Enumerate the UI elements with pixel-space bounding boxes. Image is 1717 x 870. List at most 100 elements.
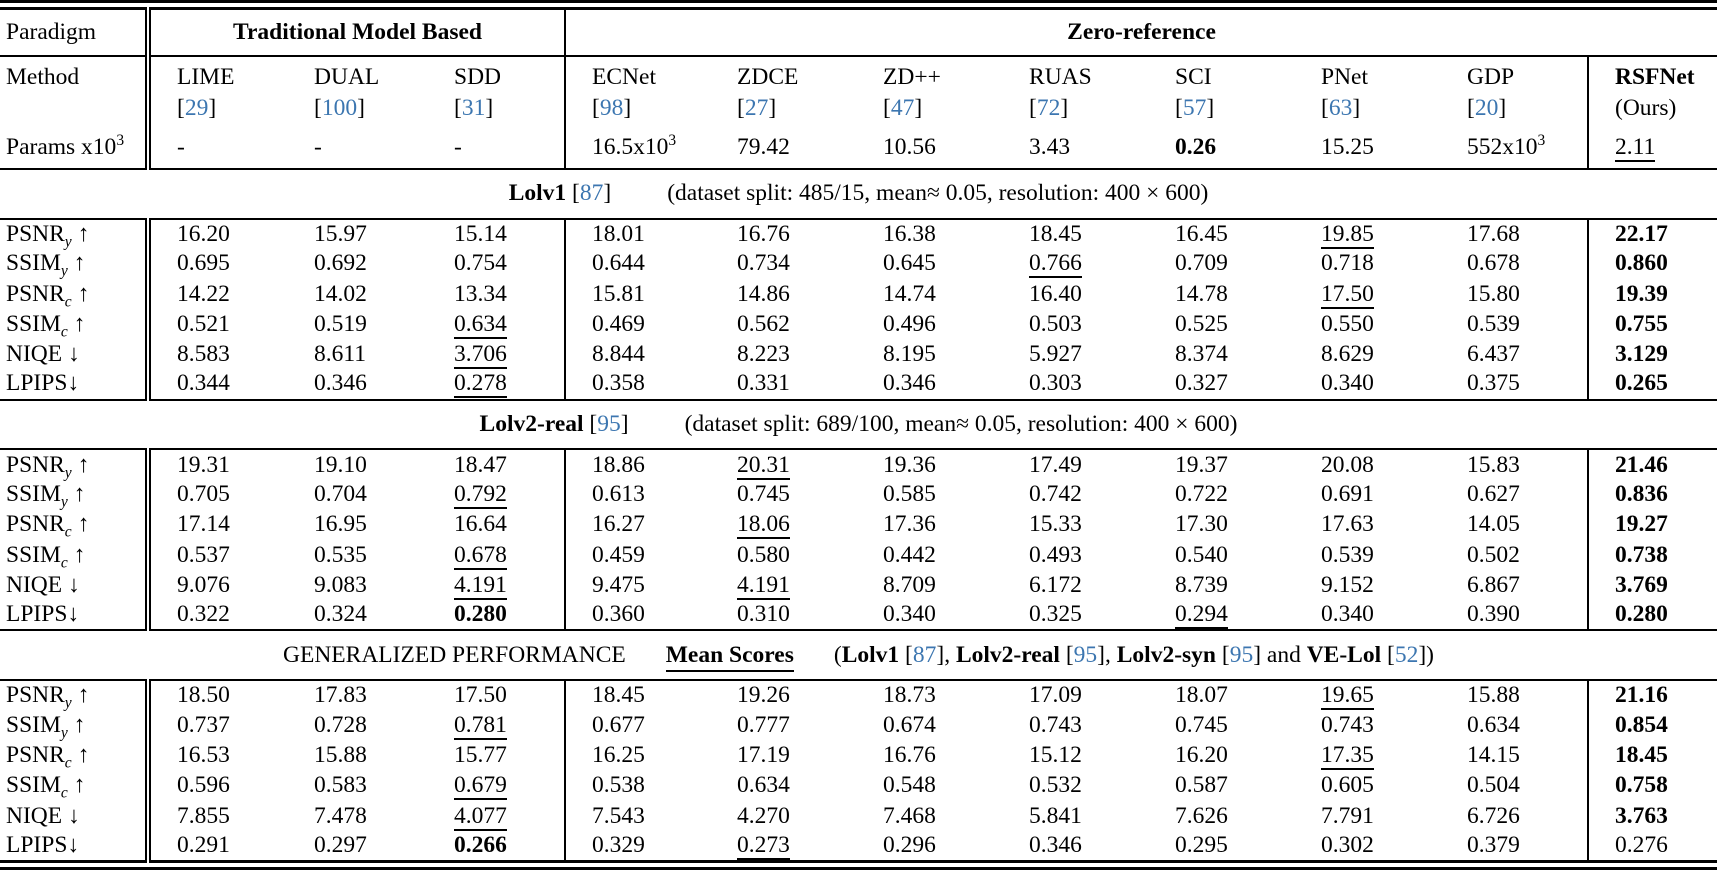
paradigm-group: Zero-reference	[564, 8, 1717, 58]
citation-ref[interactable]: [47]	[883, 95, 923, 122]
value-cell: 0.737	[145, 710, 288, 741]
metric-value: 0.296	[883, 832, 936, 859]
metric-value: 16.45	[1175, 220, 1228, 247]
method-name: GDP	[1467, 64, 1515, 91]
metric-value: 0.758	[1615, 772, 1668, 799]
params-cell: -	[288, 127, 428, 169]
metric-value: 3.763	[1615, 802, 1668, 829]
metric-value: 0.634	[1467, 712, 1520, 739]
value-cell: 0.743	[1295, 711, 1441, 741]
metric-label: SSIMy ↑	[6, 712, 86, 742]
value-cell: 0.758	[1587, 770, 1717, 801]
citation-ref[interactable]: [87]	[905, 641, 945, 668]
citation-ref[interactable]: [87]	[572, 180, 612, 207]
citation-ref[interactable]: [63]	[1321, 95, 1361, 122]
metric-value: 7.478	[314, 802, 367, 829]
citation-ref[interactable]: [100]	[314, 95, 365, 122]
metric-value: 0.340	[1321, 370, 1374, 397]
metric-value: 0.459	[592, 541, 645, 568]
method-header-cell: GDP [20]	[1441, 56, 1588, 127]
value-cell: 0.358	[564, 369, 712, 400]
citation-ref[interactable]: [20]	[1467, 95, 1507, 122]
value-cell: 9.076	[145, 570, 288, 601]
value-cell: 0.503	[1003, 309, 1149, 339]
value-cell: 0.777	[711, 711, 857, 741]
metric-value: 17.63	[1321, 511, 1374, 538]
value-cell: 16.64	[428, 510, 565, 540]
value-cell: 15.77	[428, 741, 565, 771]
metric-value: 9.083	[314, 571, 367, 598]
citation-ref[interactable]: [52]	[1387, 641, 1427, 668]
citation-ref[interactable]: [95]	[1221, 641, 1262, 668]
value-cell: 0.331	[711, 369, 857, 399]
value-cell: 0.734	[711, 249, 857, 279]
method-ref-line: [29]	[177, 93, 288, 124]
metric-value: 19.31	[177, 451, 230, 478]
citation-ref[interactable]: [27]	[737, 95, 777, 122]
value-cell: 16.76	[711, 219, 857, 249]
params-value: 10.56	[883, 133, 936, 160]
metric-value: 0.303	[1029, 370, 1082, 397]
metric-value: 15.81	[592, 280, 645, 307]
value-cell: 15.88	[1441, 680, 1588, 710]
value-cell: 0.860	[1587, 248, 1717, 279]
section-header-row: Lolv1 [87] (dataset split: 485/15, mean≈ …	[0, 167, 1717, 220]
value-cell: 0.504	[1441, 771, 1588, 801]
metric-subscript: y	[60, 263, 68, 281]
metric-value: 0.691	[1321, 481, 1374, 508]
value-cell: 13.34	[428, 279, 565, 309]
metric-value: 0.860	[1615, 250, 1668, 277]
value-cell: 0.502	[1441, 540, 1588, 570]
metric-value: 0.836	[1615, 481, 1668, 508]
citation-ref[interactable]: [95]	[1065, 641, 1105, 668]
value-cell: 17.09	[1003, 680, 1149, 710]
table-row: PSNRy ↑ 16.20 15.97 15.14 18.01 16.76 16.38 18.…	[0, 218, 1717, 250]
value-cell: 17.14	[145, 509, 288, 540]
dataset-title: Lolv1	[508, 180, 567, 207]
metric-label: PSNRc ↑	[6, 280, 90, 311]
citation-ref[interactable]: [29]	[177, 95, 217, 122]
params-value: 16.5x103	[592, 132, 677, 160]
value-cell: 19.36	[857, 449, 1003, 479]
metric-label: PSNRy ↑	[6, 451, 90, 482]
value-cell: 0.266	[428, 831, 565, 861]
metric-value: 16.27	[592, 511, 645, 538]
value-cell: 0.525	[1149, 309, 1295, 339]
citation-number: 47	[890, 95, 915, 122]
metric-value: 0.340	[1321, 601, 1374, 628]
params-value: -	[454, 133, 462, 160]
metric-label: SSIMc ↑	[6, 772, 86, 803]
metric-value: 14.02	[314, 280, 367, 307]
metric-value: 15.97	[314, 220, 367, 247]
metric-label: SSIMy ↑	[6, 481, 86, 511]
citation-ref[interactable]: [72]	[1029, 95, 1069, 122]
citation-ref[interactable]: [98]	[592, 95, 632, 122]
metric-value: 8.223	[737, 340, 790, 367]
metric-value: 15.88	[314, 742, 367, 769]
citation-ref[interactable]: [95]	[589, 411, 629, 438]
superscript: 3	[1537, 132, 1546, 150]
value-cell: 0.678	[428, 540, 565, 570]
value-cell: 19.10	[288, 449, 428, 479]
metric-value: 0.346	[1029, 832, 1082, 859]
params-cell: 10.56	[857, 127, 1003, 169]
table-row: SSIMy ↑ 0.737 0.728 0.781 0.677 0.777 0.674 0.7…	[0, 710, 1717, 742]
citation-ref[interactable]: [31]	[454, 95, 494, 122]
metric-label: NIQE ↓	[6, 802, 80, 829]
value-cell: 4.191	[428, 570, 565, 600]
generalized-performance-label: GENERALIZED PERFORMANCE	[283, 641, 626, 668]
metric-value: 5.927	[1029, 340, 1082, 367]
value-cell: 17.68	[1441, 219, 1588, 249]
value-cell: 16.20	[1149, 741, 1295, 771]
metric-value: 0.580	[737, 541, 790, 568]
value-cell: 0.346	[1003, 831, 1149, 861]
value-cell: 8.844	[564, 339, 712, 370]
value-cell: 8.611	[288, 339, 428, 369]
value-cell: 17.50	[428, 680, 565, 710]
metric-value: 7.855	[177, 802, 230, 829]
metric-label: PSNRc ↑	[6, 742, 90, 772]
value-cell: 0.280	[1587, 600, 1717, 631]
citation-ref[interactable]: [57]	[1175, 95, 1215, 122]
params-cell: 2.11	[1587, 127, 1717, 169]
